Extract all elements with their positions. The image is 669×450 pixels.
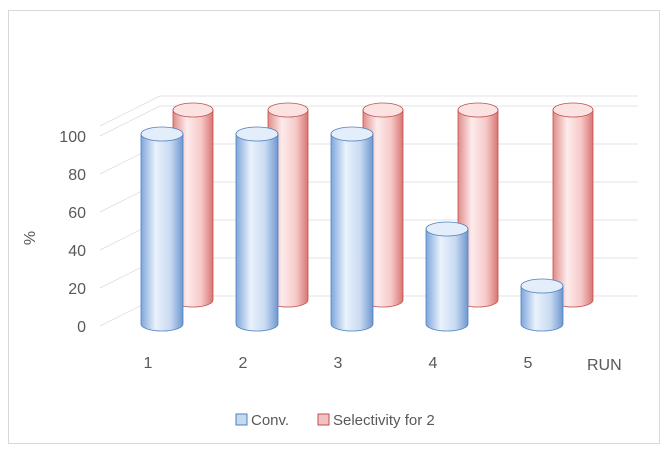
x-tick-label: 4 [429,355,438,372]
wall-edge [99,95,161,127]
bar-selectivity [552,102,594,308]
legend: Conv. Selectivity for 2 [235,412,435,429]
y-axis: 0 20 40 60 80 100 [59,129,86,336]
x-tick-label: 2 [239,355,248,372]
y-tick-label: 0 [77,319,86,336]
gridline-side [99,105,161,137]
y-tick-label: 60 [68,205,86,222]
series-conv [140,126,564,332]
y-axis-title: % [22,231,39,245]
y-tick-label: 20 [68,281,86,298]
x-axis-title: RUN [587,357,622,374]
bar-conv [520,278,564,332]
bar-conv [330,126,374,332]
legend-swatch-selectivity [317,413,330,426]
legend-label-selectivity: Selectivity for 2 [333,412,435,429]
y-tick-label: 80 [68,167,86,184]
y-tick-label: 100 [59,129,86,146]
bar-conv [425,221,469,332]
legend-label-conv: Conv. [251,412,289,429]
x-tick-label: 1 [144,355,153,372]
x-axis: 1 2 3 4 5 [144,355,533,372]
x-tick-label: 3 [334,355,343,372]
bar-conv [140,126,184,332]
bar-conv [235,126,279,332]
y-tick-label: 40 [68,243,86,260]
legend-swatch-conv [235,413,248,426]
x-tick-label: 5 [524,355,533,372]
